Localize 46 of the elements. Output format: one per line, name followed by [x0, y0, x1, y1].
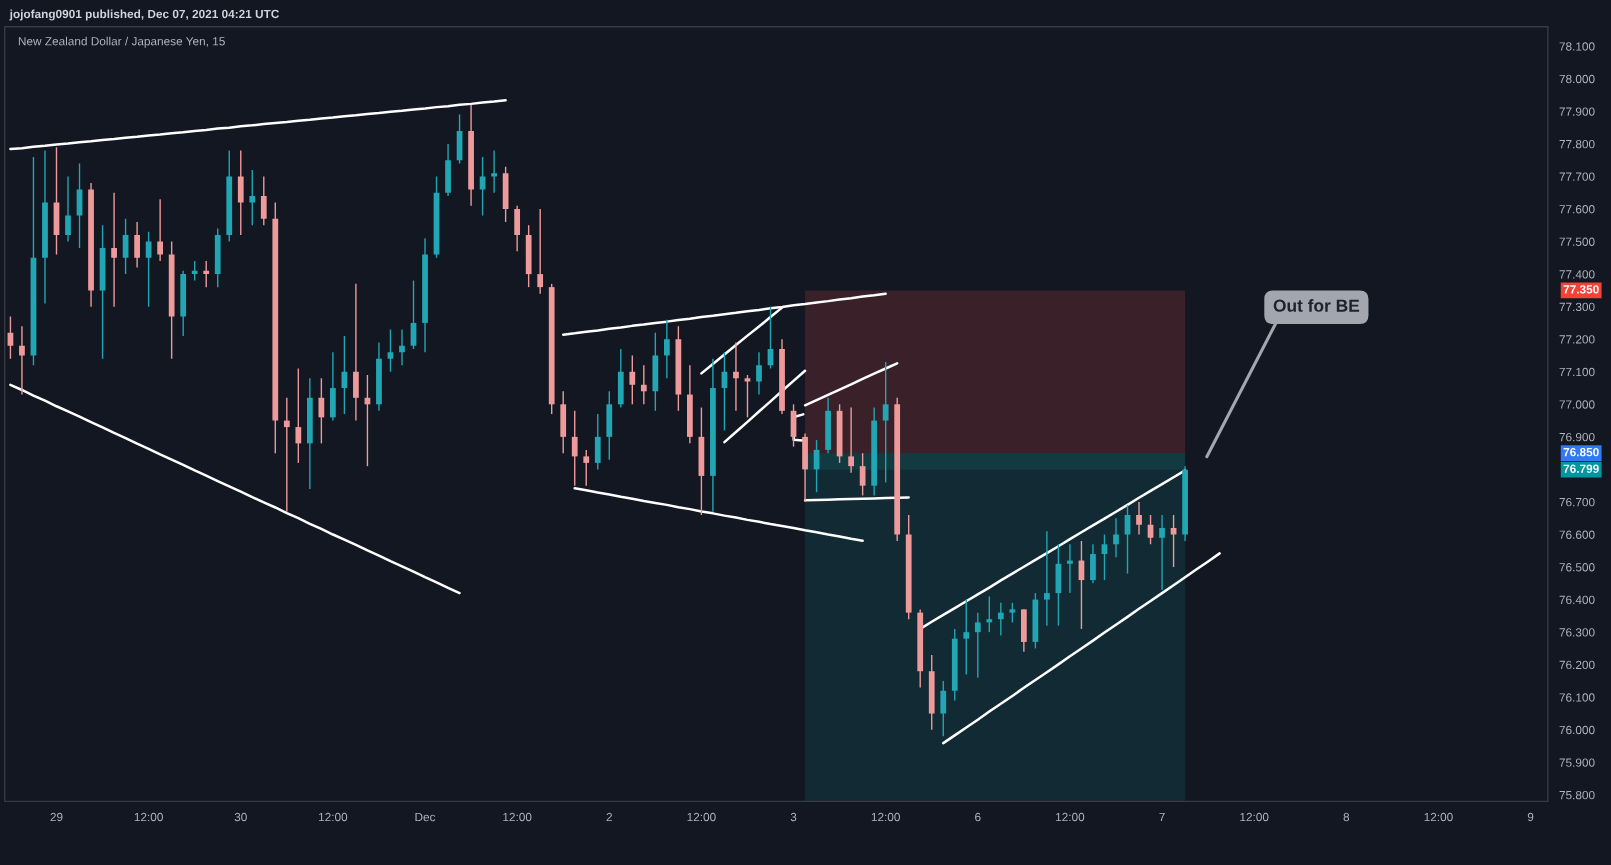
y-tick-label: 77.900	[1559, 107, 1595, 116]
x-tick-label: 12:00	[134, 812, 163, 822]
x-tick-label: 2	[606, 812, 612, 822]
x-tick-label: 7	[1159, 812, 1165, 822]
x-tick-label: Dec	[415, 812, 436, 822]
x-tick-label: 8	[1343, 812, 1350, 822]
y-tick-label: 77.700	[1559, 172, 1595, 181]
y-tick-label: 77.500	[1559, 237, 1595, 246]
text: 76.850	[1563, 447, 1599, 457]
x-tick-label: 12:00	[319, 812, 348, 822]
y-tick-label: 77.600	[1559, 205, 1595, 214]
x-tick-label: 12:00	[1424, 812, 1453, 822]
text: New Zealand Dollar / Japanese Yen, 15	[18, 36, 225, 48]
x-tick-label: 12:00	[1056, 812, 1085, 822]
y-tick-label: 76.500	[1559, 563, 1595, 572]
y-tick-label: 76.400	[1559, 595, 1595, 605]
y-tick-label: 78.000	[1559, 74, 1595, 84]
x-tick-label: 30	[234, 812, 247, 822]
x-tick-label: 12:00	[687, 812, 716, 822]
x-tick-label: 3	[790, 812, 797, 822]
y-tick-label: 78.100	[1559, 42, 1595, 51]
y-tick-label: 77.800	[1559, 139, 1595, 149]
annotation: Out for BE	[1273, 299, 1360, 312]
y-tick-label: 76.200	[1559, 660, 1595, 670]
x-tick-label: 29	[50, 812, 63, 822]
text: jojofang0901 published, Dec 07, 2021 04:21 UTC	[9, 9, 279, 21]
x-tick-label: 12:00	[503, 812, 532, 822]
y-tick-label: 77.400	[1559, 270, 1595, 279]
y-tick-label: 77.200	[1559, 335, 1595, 344]
x-tick-label: 12:00	[1240, 812, 1269, 822]
y-tick-label: 75.900	[1559, 758, 1595, 767]
x-tick-label: 6	[975, 812, 981, 822]
y-tick-label: 75.800	[1559, 790, 1595, 800]
y-tick-label: 76.000	[1559, 725, 1595, 735]
y-tick-label: 76.900	[1559, 432, 1595, 442]
x-tick-label: 12:00	[871, 812, 900, 822]
x-tick-label: 9	[1527, 812, 1534, 822]
y-tick-label: 76.700	[1559, 498, 1595, 507]
y-tick-label: 77.000	[1559, 400, 1595, 409]
y-tick-label: 77.300	[1559, 302, 1595, 312]
y-tick-label: 76.600	[1559, 530, 1595, 539]
text: 76.799	[1563, 464, 1599, 473]
y-tick-label: 76.100	[1559, 693, 1595, 702]
text: 77.350	[1563, 285, 1599, 294]
y-tick-label: 77.100	[1559, 367, 1595, 377]
y-tick-label: 76.300	[1559, 628, 1595, 637]
